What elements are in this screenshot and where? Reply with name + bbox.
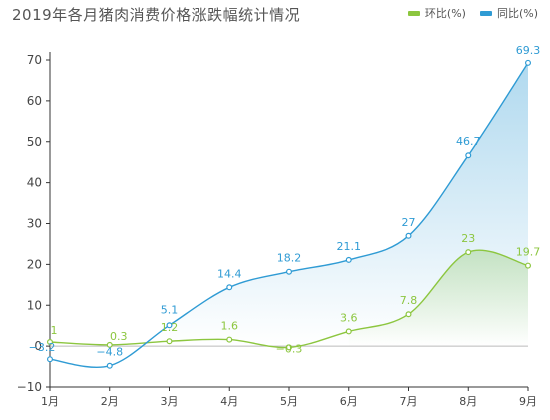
- legend-item-tongbi: 同比(%): [479, 5, 538, 21]
- data-label: −4.8: [96, 346, 123, 359]
- data-point: [405, 311, 412, 318]
- legend-item-huanbi: 环比(%): [407, 5, 466, 21]
- x-tick-label: 2月: [101, 395, 119, 408]
- y-tick-label: 10: [27, 298, 42, 312]
- data-label: 5.1: [161, 303, 179, 316]
- y-tick-label: −10: [17, 380, 42, 394]
- legend: 环比(%) 同比(%): [394, 5, 538, 21]
- series-line-1: [49, 62, 529, 368]
- data-point: [166, 338, 173, 345]
- data-point: [524, 59, 531, 66]
- data-point: [465, 152, 472, 159]
- x-tick-label: 8月: [459, 395, 477, 408]
- data-label: 19.7: [516, 246, 541, 259]
- data-point: [106, 341, 113, 348]
- data-label: −3.2: [29, 341, 56, 354]
- x-tick-label: 5月: [280, 395, 298, 408]
- data-point: [226, 336, 233, 343]
- y-tick-label: 20: [27, 257, 42, 271]
- x-tick-label: 7月: [400, 395, 418, 408]
- data-point: [46, 339, 53, 346]
- data-point: [345, 328, 352, 335]
- x-tick-label: 4月: [220, 395, 238, 408]
- data-point: [286, 344, 293, 351]
- chart-title: 2019年各月猪肉消费价格涨跌幅统计情况: [12, 6, 301, 24]
- x-tick-label: 6月: [340, 395, 358, 408]
- y-tick-label: 60: [27, 94, 42, 108]
- legend-label-tongbi: 同比(%): [496, 7, 538, 20]
- data-point: [106, 362, 113, 369]
- y-tick-label: 70: [27, 53, 42, 67]
- data-point: [405, 232, 412, 239]
- data-point: [286, 268, 293, 275]
- x-tick-label: 3月: [161, 395, 179, 408]
- data-point: [226, 284, 233, 291]
- data-label: 1.6: [221, 320, 239, 333]
- data-label: 18.2: [277, 252, 302, 265]
- y-tick-label: 50: [27, 135, 42, 149]
- data-label: 1.2: [161, 321, 179, 334]
- data-label: 23: [461, 232, 475, 245]
- data-label: 14.4: [217, 267, 242, 280]
- data-label: 1: [51, 324, 58, 337]
- data-point: [465, 249, 472, 256]
- x-tick-label: 9月: [519, 395, 537, 408]
- series-area-1: [169, 62, 528, 347]
- series-line-0: [49, 249, 529, 349]
- legend-swatch-huanbi: [407, 10, 420, 16]
- y-tick-label: 30: [27, 217, 42, 231]
- data-point: [345, 256, 352, 263]
- data-label: 69.3: [516, 44, 541, 57]
- data-point: [46, 356, 53, 363]
- legend-label-huanbi: 环比(%): [424, 7, 466, 20]
- x-tick-label: 1月: [41, 395, 59, 408]
- data-label: −0.3: [276, 342, 303, 355]
- legend-swatch-tongbi: [479, 10, 492, 16]
- data-label: 21.1: [337, 240, 362, 253]
- data-label: 7.8: [400, 294, 418, 307]
- y-tick-label: 40: [27, 176, 42, 190]
- data-point: [524, 262, 531, 269]
- y-tick-label: 0: [34, 339, 42, 353]
- data-label: 3.6: [340, 311, 358, 324]
- data-point: [166, 322, 173, 329]
- data-label: 0.3: [110, 330, 128, 343]
- data-label: 46.7: [456, 135, 481, 148]
- data-label: 27: [402, 216, 416, 229]
